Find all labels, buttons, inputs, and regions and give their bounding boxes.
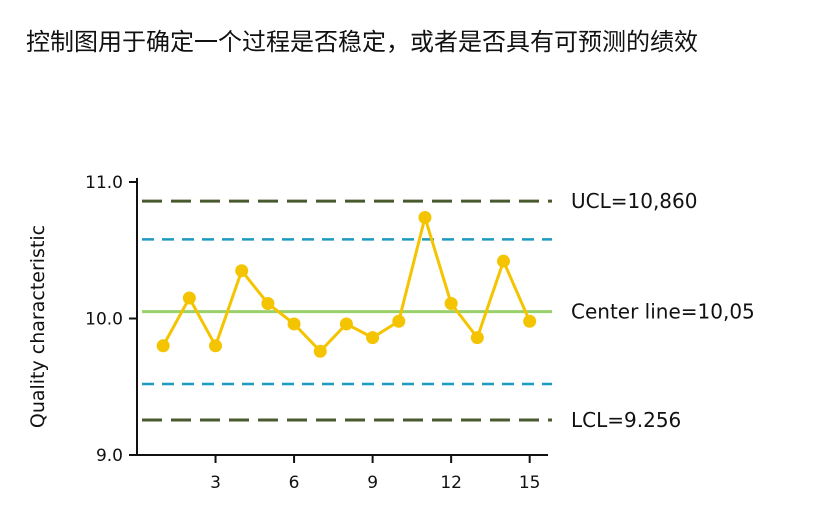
data-point xyxy=(392,314,406,328)
x-tick-label: 6 xyxy=(289,473,300,493)
y-tick-label: 9.0 xyxy=(96,446,123,466)
data-point xyxy=(366,331,380,345)
data-point xyxy=(339,317,353,331)
series-line xyxy=(161,215,532,353)
data-point xyxy=(313,344,327,358)
y-tick-label: 10.0 xyxy=(85,310,123,330)
data-point xyxy=(235,264,249,278)
data-point xyxy=(418,210,432,224)
data-point xyxy=(496,254,510,268)
y-tick-label: 11.0 xyxy=(85,173,123,193)
y-axis-label: Quality characteristic xyxy=(27,225,49,428)
data-point xyxy=(156,339,170,353)
chart-caption: 控制图用于确定一个过程是否稳定，或者是否具有可预测的绩效 xyxy=(26,28,698,56)
x-tick-label: 15 xyxy=(519,473,541,493)
data-point xyxy=(182,291,196,305)
data-point xyxy=(287,317,301,331)
x-tick-label: 12 xyxy=(440,473,462,493)
reference-line-label: UCL=10,860 xyxy=(571,189,697,213)
reference-line-label: LCL=9.256 xyxy=(571,408,681,432)
data-point xyxy=(261,296,275,310)
data-point xyxy=(444,296,458,310)
data-point xyxy=(523,314,537,328)
x-tick-label: 9 xyxy=(367,473,378,493)
reference-line-label: Center line=10,05 xyxy=(571,300,755,324)
x-tick-label: 3 xyxy=(210,473,221,493)
data-point xyxy=(209,339,223,353)
data-point xyxy=(470,331,484,345)
